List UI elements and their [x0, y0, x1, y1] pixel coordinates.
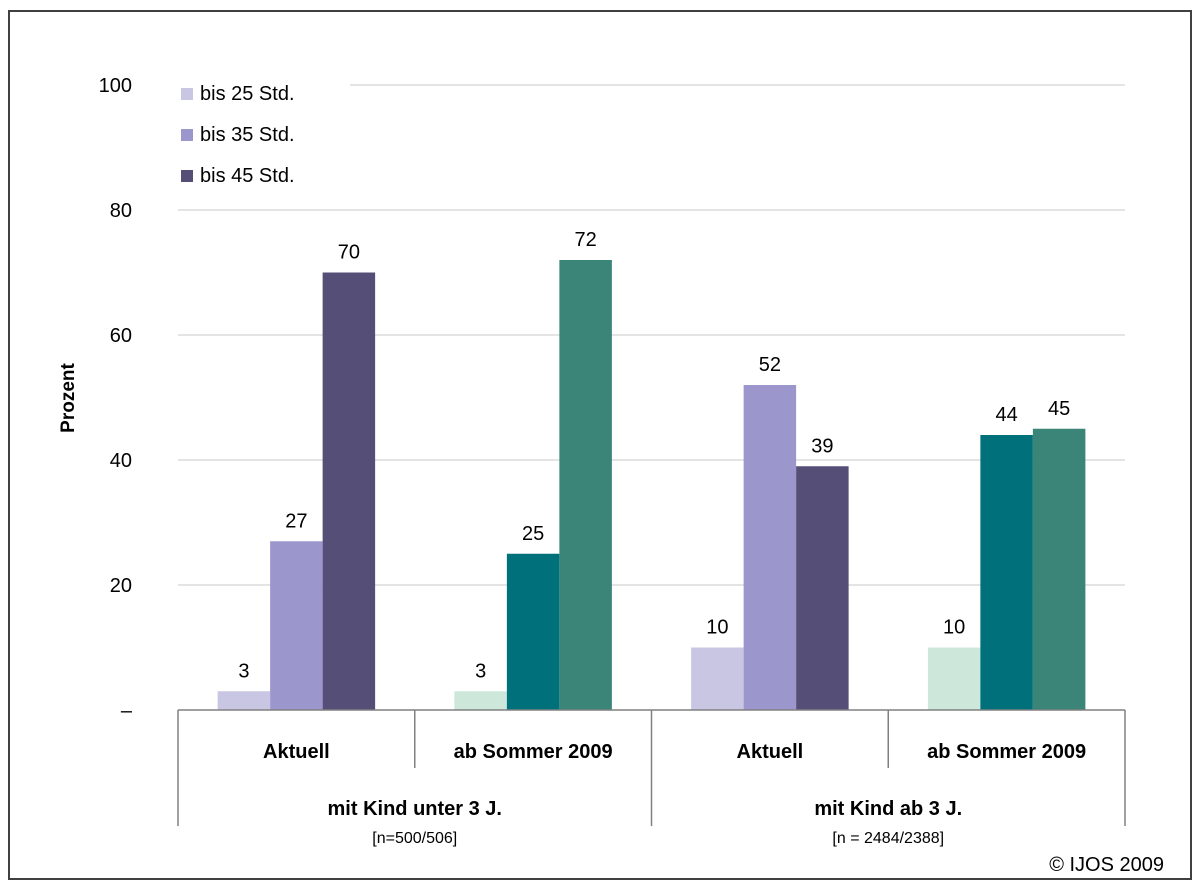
- data-label: 10: [943, 617, 965, 639]
- data-label: 10: [706, 617, 728, 639]
- data-label: 52: [759, 354, 781, 376]
- bar: [1032, 428, 1086, 710]
- legend-label: bis 35 Std.: [200, 124, 295, 146]
- y-tick-label: 40: [110, 450, 132, 472]
- bar: [796, 466, 849, 710]
- bar: [454, 691, 507, 710]
- data-label: 44: [996, 404, 1018, 426]
- group-note: [n = 2484/2388]: [832, 830, 944, 847]
- y-tick-label: 80: [110, 200, 132, 222]
- bar: [506, 553, 560, 710]
- category-label: ab Sommer 2009: [454, 741, 613, 763]
- legend-swatch: [181, 88, 193, 100]
- copyright-text: © IJOS 2009: [1049, 854, 1164, 876]
- bar: [270, 541, 323, 710]
- data-label: 45: [1048, 398, 1070, 420]
- legend-label: bis 45 Std.: [200, 165, 295, 187]
- y-tick-label: 60: [110, 325, 132, 347]
- y-tick-label: 20: [110, 575, 132, 597]
- bar: [980, 435, 1033, 710]
- bar: [691, 647, 744, 710]
- legend-label: bis 25 Std.: [200, 83, 295, 105]
- y-tick-label: 100: [99, 75, 132, 97]
- group-label: mit Kind unter 3 J.: [328, 798, 502, 820]
- bar: [322, 272, 376, 710]
- data-label: 3: [238, 660, 249, 682]
- category-label: Aktuell: [737, 741, 804, 763]
- data-label: 39: [811, 435, 833, 457]
- chart-frame: [8, 10, 1192, 880]
- legend-swatch: [181, 170, 193, 182]
- bar: [559, 260, 612, 710]
- legend-swatch: [181, 129, 193, 141]
- group-note: [n=500/506]: [372, 830, 457, 847]
- group-label: mit Kind ab 3 J.: [814, 798, 962, 820]
- bar: [743, 385, 797, 710]
- bar: [217, 691, 271, 710]
- data-label: 3: [475, 660, 486, 682]
- bar: [927, 647, 981, 710]
- category-label: Aktuell: [263, 741, 330, 763]
- y-axis-title: Prozent: [58, 362, 79, 432]
- y-tick-label: –: [121, 700, 133, 722]
- data-label: 25: [522, 523, 544, 545]
- category-label: ab Sommer 2009: [927, 741, 1086, 763]
- data-label: 72: [575, 229, 597, 251]
- data-label: 27: [285, 510, 307, 532]
- data-label: 70: [338, 242, 360, 264]
